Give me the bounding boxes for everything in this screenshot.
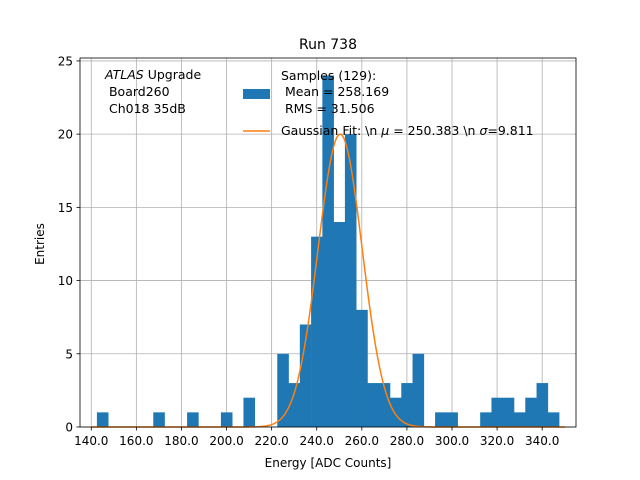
histogram-bar <box>446 412 458 427</box>
histogram-bar <box>378 383 391 427</box>
legend-samples-line3: RMS = 31.506 <box>281 101 375 116</box>
plot-frame <box>79 57 577 428</box>
histogram-bar <box>435 412 447 427</box>
svg-text:ATLAS Upgrade: ATLAS Upgrade <box>104 67 201 82</box>
histogram-bar <box>322 75 334 428</box>
histogram-bar <box>333 222 346 427</box>
histogram-bar <box>412 353 425 427</box>
histogram-bar <box>547 412 560 427</box>
legend-swatch-samples <box>243 89 270 99</box>
histogram-bar <box>390 397 402 427</box>
x-tick-label: 180.0 <box>164 434 198 448</box>
histogram-bar <box>288 383 301 427</box>
chart-title: Run 738 <box>299 37 357 53</box>
legend-fit: Gaussian Fit: \n μ = 250.383 \n σ=9.811 <box>281 123 534 138</box>
x-tick-label: 220.0 <box>254 434 288 448</box>
histogram-bar <box>243 397 256 427</box>
annotation-board: Board260 <box>105 84 170 99</box>
histogram-bar <box>480 412 492 427</box>
x-tick-label: 260.0 <box>345 434 379 448</box>
x-tick-label: 200.0 <box>209 434 243 448</box>
y-tick-label: 10 <box>58 274 73 288</box>
histogram-bar <box>491 397 504 427</box>
histogram-bar <box>356 309 368 427</box>
histogram-bar <box>525 397 537 427</box>
y-tick-label: 15 <box>58 201 73 215</box>
histogram-bar <box>311 236 323 427</box>
annotation-upgrade: Upgrade <box>144 67 202 82</box>
annotation-channel: Ch018 35dB <box>105 101 186 116</box>
histogram-bar <box>502 397 515 427</box>
y-tick-label: 0 <box>65 421 73 435</box>
y-tick-label: 25 <box>58 54 73 68</box>
histogram-bar <box>153 412 165 427</box>
histogram-bar <box>401 383 413 427</box>
histogram-bar <box>277 353 289 427</box>
x-tick-label: 340.0 <box>525 434 559 448</box>
x-tick-label: 160.0 <box>119 434 153 448</box>
annotation-atlas: ATLAS <box>104 67 144 82</box>
x-tick-label: 300.0 <box>435 434 469 448</box>
x-axis-label: Energy [ADC Counts] <box>265 456 392 470</box>
y-axis-label: Entries <box>33 223 47 265</box>
x-tick-label: 320.0 <box>480 434 514 448</box>
y-axis-ticks: 0 5 10 15 20 25 <box>58 54 80 435</box>
legend-samples-line1: Samples (129): <box>281 68 376 83</box>
x-axis-ticks: 140.0 160.0 180.0 200.0 220.0 240.0 260.0 280.0… <box>74 427 559 448</box>
legend-samples-line2: Mean = 258.169 <box>281 84 389 99</box>
histogram-bar <box>367 383 380 427</box>
histogram-bar <box>514 412 526 427</box>
x-tick-label: 280.0 <box>390 434 424 448</box>
histogram-bar <box>536 383 549 427</box>
histogram-bars <box>96 75 560 428</box>
y-tick-label: 20 <box>58 128 73 142</box>
legend: Samples (129): Mean = 258.169 RMS = 31.5… <box>243 68 534 138</box>
histogram-bar <box>96 412 109 427</box>
histogram-bar <box>299 324 312 427</box>
histogram-bar <box>344 134 357 427</box>
y-tick-label: 5 <box>65 347 73 361</box>
atlas-annotation: ATLAS Upgrade Board260 Ch018 35dB <box>104 67 201 116</box>
histogram-bar <box>187 412 199 427</box>
x-tick-label: 140.0 <box>74 434 108 448</box>
histogram-bar <box>220 412 233 427</box>
x-tick-label: 240.0 <box>300 434 334 448</box>
